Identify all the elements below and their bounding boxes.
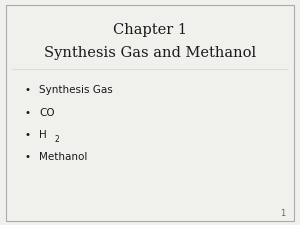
Text: Methanol: Methanol [39,153,87,162]
Text: •: • [24,108,30,117]
Text: 1: 1 [280,209,285,218]
Text: Chapter 1: Chapter 1 [113,23,187,37]
Text: •: • [24,153,30,162]
Text: Synthesis Gas: Synthesis Gas [39,85,113,95]
Text: •: • [24,130,30,140]
Text: Synthesis Gas and Methanol: Synthesis Gas and Methanol [44,46,256,60]
Text: 2: 2 [55,135,60,144]
Text: CO: CO [39,108,55,117]
Text: H: H [39,130,47,140]
Text: •: • [24,85,30,95]
